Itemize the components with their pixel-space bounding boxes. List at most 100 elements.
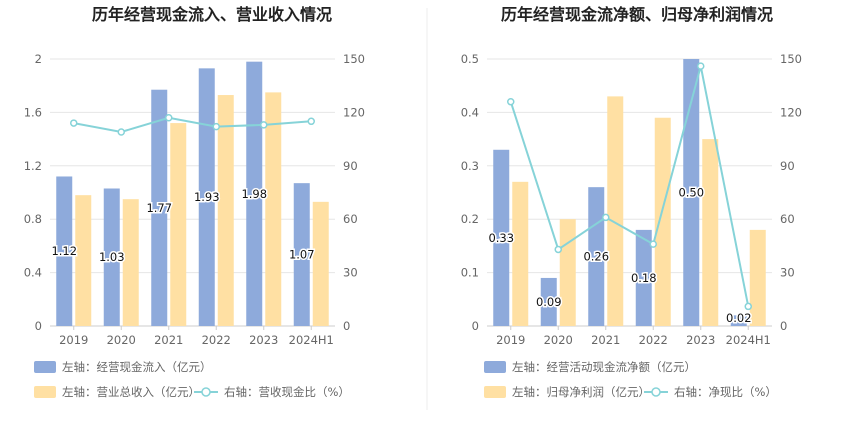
chart-title: 历年经营现金流入、营业收入情况 <box>92 5 332 24</box>
legend-label-series-2: 左轴：归母净利润（亿元） <box>512 385 650 399</box>
bar-value-label: 1.07 <box>289 248 315 262</box>
chart-legend: 左轴：经营现金流入（亿元） 左轴：营业总收入（亿元） 右轴：营收现金比（%） <box>34 360 350 399</box>
left-axis-tick-label: 0 <box>472 319 479 333</box>
bar-value-label: 1.93 <box>194 190 220 204</box>
bar-series-2 <box>559 219 576 326</box>
bar-series-2 <box>702 139 719 326</box>
line-point <box>307 117 315 126</box>
legend-label-series-3: 右轴：净现比（%） <box>674 385 777 399</box>
line-series-3 <box>73 116 312 134</box>
cash-inflow-revenue-chart: 历年经营现金流入、营业收入情况 0 0.4 0.8 1.2 1.6 2 0 30 60 90 12… <box>24 5 365 399</box>
bar-series-1 <box>540 277 557 326</box>
x-axis-tick-label: 2023 <box>686 333 715 347</box>
x-axis-tick-label: 2022 <box>202 333 231 347</box>
right-axis-tick-label: 150 <box>780 52 802 66</box>
bar-series-1 <box>103 188 120 326</box>
right-axis-tick-label: 120 <box>343 105 365 119</box>
net-cash-flow-profit-chart: 历年经营现金流净额、归母净利润情况 0 0.1 0.2 0.3 0.4 0.5 0 30 60… <box>461 5 802 399</box>
right-axis-tick-label: 0 <box>343 319 350 333</box>
legend-swatch-series-1 <box>34 361 56 373</box>
bar-series-1 <box>683 59 700 326</box>
right-axis-tick-label: 60 <box>780 212 795 226</box>
legend-swatch-marker <box>651 387 661 397</box>
left-axis-tick-label: 0.1 <box>461 266 479 280</box>
legend-label-series-3: 右轴：营收现金比（%） <box>224 385 350 399</box>
bar-series-1 <box>56 176 73 326</box>
left-axis-tick-label: 0 <box>35 319 42 333</box>
legend-label-series-1: 左轴：经营现金流入（亿元） <box>62 360 212 374</box>
x-axis-tick-label: 2020 <box>107 333 136 347</box>
bar-series-2 <box>170 123 187 326</box>
x-axis-tick-label: 2019 <box>59 333 88 347</box>
line-point <box>744 302 752 311</box>
line-point <box>260 121 268 129</box>
bar-series-2 <box>75 195 92 326</box>
legend-label-series-1: 左轴：经营活动现金流净额（亿元） <box>512 360 696 374</box>
left-axis-tick-label: 0.4 <box>24 266 42 280</box>
line-point <box>70 119 78 127</box>
right-axis-tick-label: 60 <box>343 212 358 226</box>
line-point <box>212 122 220 131</box>
legend-swatch-series-2 <box>484 386 506 398</box>
bar-value-label: 0.26 <box>583 250 609 264</box>
right-axis-tick-label: 150 <box>343 52 365 66</box>
left-axis-tick-label: 0.3 <box>461 159 479 173</box>
bar-series-1 <box>151 89 168 326</box>
bar-series-2 <box>217 95 234 326</box>
right-axis-tick-label: 90 <box>343 159 358 173</box>
line-point <box>507 97 515 106</box>
bar-value-label: 1.98 <box>241 187 267 201</box>
legend-swatch-marker <box>201 387 211 397</box>
bar-value-label: 1.12 <box>51 244 77 258</box>
right-axis-tick-label: 0 <box>780 319 787 333</box>
line-point <box>602 213 610 222</box>
bar-series-2 <box>312 201 329 326</box>
x-axis-tick-label: 2023 <box>249 333 278 347</box>
bar-series-2 <box>607 96 624 326</box>
x-axis-tick-label: 2022 <box>639 333 668 347</box>
line-point <box>649 240 657 248</box>
x-axis-tick-label: 2024H1 <box>726 333 771 347</box>
bar-series-2 <box>512 181 529 326</box>
right-axis-tick-label: 30 <box>780 266 795 280</box>
x-axis-tick-label: 2024H1 <box>289 333 334 347</box>
legend-swatch-series-1 <box>484 361 506 373</box>
line-series-3 <box>509 65 750 307</box>
line-point <box>697 62 705 70</box>
bar-value-label: 0.02 <box>726 311 752 325</box>
left-axis-tick-label: 0.8 <box>24 212 42 226</box>
x-axis-tick-label: 2019 <box>496 333 525 347</box>
left-axis-tick-label: 1.2 <box>24 159 42 173</box>
legend-label-series-2: 左轴：营业总收入（亿元） <box>62 385 200 399</box>
legend-swatch-series-2 <box>34 386 56 398</box>
bar-value-label: 0.09 <box>536 295 562 309</box>
line-point <box>117 128 125 136</box>
bar-series-1 <box>246 61 263 327</box>
bar-series-2 <box>265 92 282 326</box>
chart-legend: 左轴：经营活动现金流净额（亿元） 左轴：归母净利润（亿元） 右轴：净现比（%） <box>484 360 777 399</box>
bar-series-2 <box>654 117 671 327</box>
right-axis-tick-label: 90 <box>780 159 795 173</box>
left-axis-tick-label: 1.6 <box>24 105 42 119</box>
right-axis-tick-label: 30 <box>343 266 358 280</box>
left-axis-tick-label: 0.4 <box>461 105 479 119</box>
bar-value-label: 1.77 <box>146 201 172 215</box>
bar-value-label: 1.03 <box>99 250 125 264</box>
bar-series-1 <box>198 68 215 326</box>
left-axis-tick-label: 0.2 <box>461 212 479 226</box>
bar-series-1 <box>635 229 652 326</box>
bar-series-2 <box>749 229 766 326</box>
bar-value-label: 0.18 <box>631 271 657 285</box>
bar-series-1 <box>493 149 510 326</box>
right-axis-tick-label: 120 <box>780 105 802 119</box>
bar-series-1 <box>293 183 310 326</box>
left-axis-tick-label: 0.5 <box>461 52 479 66</box>
x-axis-tick-label: 2021 <box>154 333 183 347</box>
bar-series-1 <box>730 315 747 326</box>
left-axis-tick-label: 2 <box>35 52 42 66</box>
x-axis-tick-label: 2020 <box>544 333 573 347</box>
bar-value-label: 0.33 <box>488 231 514 245</box>
chart-title: 历年经营现金流净额、归母净利润情况 <box>501 5 773 24</box>
bar-value-label: 0.50 <box>678 186 704 200</box>
bar-series-2 <box>122 199 139 326</box>
